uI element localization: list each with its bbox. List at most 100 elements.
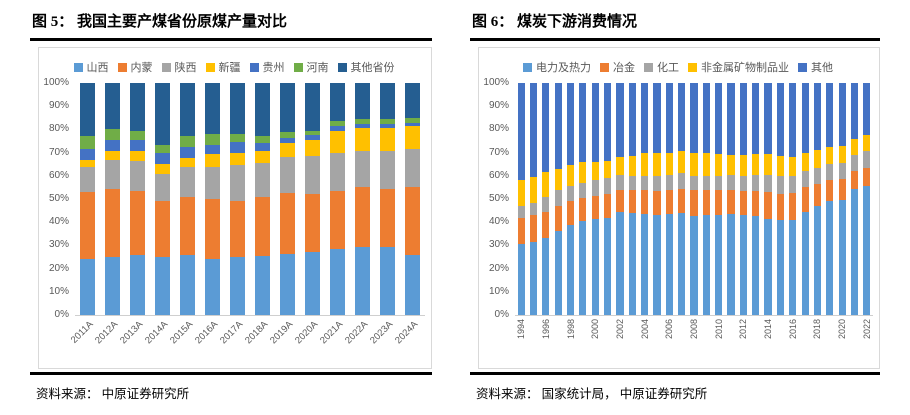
bar-segment — [255, 196, 270, 256]
stacked-bar — [305, 83, 320, 315]
bar-column — [527, 83, 539, 315]
chart-body: 0% 10% 20% 30% 40% 50% 60% 70% 80% 90% 100% 2011A 2… — [43, 78, 425, 366]
bar-segment — [280, 83, 295, 132]
bar-segment — [517, 83, 525, 181]
legend-label: 其他省份 — [350, 62, 395, 74]
bar-segment — [789, 193, 797, 220]
bar-segment — [850, 154, 859, 172]
stacked-bar — [529, 83, 538, 315]
bar-segment — [517, 217, 525, 245]
bar-segment — [764, 83, 772, 154]
bar-segment — [380, 246, 395, 315]
bar-segment — [105, 83, 120, 130]
legend-item: 贵州 — [249, 59, 285, 75]
bar-column — [325, 83, 350, 315]
bar-segment — [850, 138, 859, 155]
bar-segment — [230, 142, 245, 153]
y-axis-tick: 0% — [54, 309, 69, 320]
x-axis-cell: 2022 — [861, 316, 873, 356]
bar-segment — [616, 174, 624, 190]
bar-column — [350, 83, 375, 315]
stacked-bar — [255, 83, 270, 315]
bar-segment — [591, 195, 599, 219]
y-axis-tick: 70% — [48, 146, 69, 158]
bar-segment — [355, 128, 370, 152]
bar-segment — [665, 214, 673, 315]
bar-segment — [355, 187, 370, 247]
x-axis-cell — [799, 316, 811, 356]
legend-label: 山西 — [86, 62, 109, 74]
legend-item: 其他 — [798, 59, 833, 75]
stacked-bar — [542, 83, 550, 315]
stacked-bar — [355, 83, 370, 315]
bar-segment — [380, 119, 395, 124]
x-axis-cell: 2004 — [638, 316, 650, 356]
stacked-bar — [776, 83, 784, 315]
bar-column — [737, 83, 749, 315]
stacked-bar — [80, 83, 95, 315]
bar-segment — [801, 83, 809, 153]
source-note: 资料来源： 国家统计局， 中原证券研究所 — [476, 387, 708, 401]
bar-segment — [380, 128, 395, 152]
y-axis-tick: 60% — [488, 169, 509, 181]
bar-segment — [280, 253, 295, 315]
x-axis-cell — [527, 316, 539, 356]
bar-segment — [517, 180, 525, 206]
y-axis-tick: 50% — [48, 193, 69, 204]
bar-segment — [813, 83, 821, 151]
chart-body: 0% 10% 20% 30% 40% 50% 60% 70% 80% 90% 100% 1994 19… — [483, 78, 873, 356]
bar-segment — [230, 134, 245, 143]
legend-label: 内蒙 — [130, 62, 153, 74]
x-axis-label: 2011A — [68, 319, 96, 346]
legend-swatch-icon — [249, 62, 259, 72]
legend-swatch-icon — [798, 62, 807, 72]
legend-swatch-icon — [117, 62, 127, 72]
stacked-bar — [554, 83, 562, 315]
bar-segment — [529, 176, 538, 203]
x-axis-label: 1994 — [516, 319, 527, 340]
x-axis-label: 1998 — [565, 319, 576, 340]
chart-box: 山西 内蒙 陕西 新疆 贵州 河南 其他省份 0% 10% 20% 30% 40% 50% 60% 70%… — [38, 47, 432, 369]
figure-panel-5: 图 5： 我国主要产煤省份原煤产量对比 山西 内蒙 陕西 新疆 贵州 河南 其他省份 0% 1… — [30, 6, 432, 402]
legend-item: 内蒙 — [117, 59, 153, 75]
bar-segment — [764, 174, 772, 193]
bar-segment — [330, 121, 345, 126]
bar-segment — [665, 189, 673, 215]
x-axis-cell: 2020 — [836, 316, 848, 356]
y-axis-tick: 0% — [494, 309, 509, 320]
bar-segment — [80, 192, 95, 260]
bar-segment — [764, 153, 772, 175]
legend-label: 其他 — [811, 62, 833, 74]
bar-column — [175, 83, 200, 315]
bar-column — [515, 83, 527, 315]
bar-segment — [801, 152, 809, 172]
bar-segment — [739, 154, 747, 176]
y-axis-tick: 20% — [488, 262, 509, 274]
bar-column — [811, 83, 823, 315]
bar-segment — [330, 130, 345, 153]
bar-segment — [776, 194, 784, 220]
bar-segment — [566, 186, 575, 202]
bar-segment — [405, 117, 420, 123]
bar-segment — [702, 175, 710, 190]
x-axis-cell — [725, 316, 737, 356]
bar-segment — [776, 175, 784, 195]
bar-segment — [205, 144, 220, 154]
bar-segment — [566, 83, 575, 166]
bar-segment — [739, 83, 747, 155]
bar-column — [651, 83, 663, 315]
bar-segment — [280, 137, 295, 144]
bar-column — [614, 83, 626, 315]
bar-segment — [155, 257, 170, 315]
y-axis-tick: 60% — [48, 169, 69, 181]
bar-segment — [255, 136, 270, 144]
bar-column — [750, 83, 762, 315]
legend-swatch-icon — [600, 62, 609, 72]
legend-item: 冶金 — [600, 59, 635, 75]
stacked-bar — [155, 83, 170, 315]
bar-segment — [130, 160, 145, 191]
bar-segment — [826, 146, 834, 165]
bar-segment — [230, 257, 245, 315]
legend-label: 电力及热力 — [536, 62, 591, 74]
x-axis-cell — [651, 316, 663, 356]
